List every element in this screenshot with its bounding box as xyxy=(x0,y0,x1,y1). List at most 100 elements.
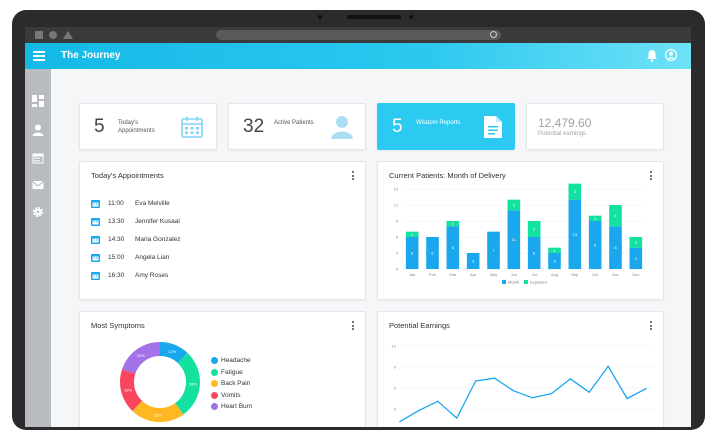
appointment-time: 14:30 xyxy=(108,236,125,243)
stat-card-appointments[interactable]: 5 Today's Appointments xyxy=(79,103,217,150)
bell-icon[interactable] xyxy=(646,49,658,62)
appointment-time: 11:00 xyxy=(108,200,124,207)
data-point xyxy=(399,420,401,423)
data-point xyxy=(474,380,477,382)
appointment-name: Amy Roses xyxy=(135,272,169,279)
panel-title: Today's Appointments xyxy=(91,171,164,180)
slice-label: 22% xyxy=(154,412,162,417)
appointments-panel: Today's Appointments 11:00 Eva Melville … xyxy=(79,161,366,300)
symptoms-panel: Most Symptoms 12% 28% 22% 18% 20% Headache Fa… xyxy=(79,311,366,427)
data-point xyxy=(493,377,496,379)
dashboard-icon[interactable] xyxy=(32,95,44,107)
delivery-month-panel: Current Patients: Month of Delivery 0 3 6 9… xyxy=(377,161,664,300)
user-account-icon[interactable] xyxy=(665,49,677,61)
earnings-panel: Potential Earnings 0 3 6 9 12 xyxy=(377,311,664,427)
y-tick-label: 9 xyxy=(394,365,397,370)
bar xyxy=(405,237,419,269)
legend-label: Expected xyxy=(530,280,547,285)
more-options-icon[interactable] xyxy=(650,171,653,182)
earnings-line xyxy=(399,365,647,423)
calendar-icon[interactable] xyxy=(32,152,44,164)
mail-icon[interactable] xyxy=(32,179,44,191)
bar xyxy=(588,215,602,221)
patient-user-icon[interactable] xyxy=(32,124,44,136)
stat-label: Wisdom Reports xyxy=(416,120,461,126)
earnings-label: Potential earnings xyxy=(538,131,587,137)
appointment-name: Eva Melville xyxy=(135,200,170,207)
stat-number: 5 xyxy=(392,116,403,137)
legend-dot xyxy=(211,380,218,387)
bar-value-label: 6 xyxy=(431,251,434,256)
slice-label: 28% xyxy=(189,382,197,387)
legend-label: Month xyxy=(508,280,519,285)
bar xyxy=(568,183,582,200)
bar xyxy=(548,247,561,253)
hamburger-menu-icon[interactable] xyxy=(33,51,45,61)
legend-dot xyxy=(211,368,218,376)
legend-swatch xyxy=(502,280,506,284)
bar-value-label: 3 xyxy=(472,259,475,264)
appointment-name: Jennifer Kusaal xyxy=(135,218,180,225)
address-bar[interactable] xyxy=(216,30,501,40)
more-options-icon[interactable] xyxy=(650,321,653,332)
bar-value-label: 3 xyxy=(533,227,536,232)
legend-dot xyxy=(211,403,218,410)
more-options-icon[interactable] xyxy=(352,321,355,332)
panel-title: Most Symptoms xyxy=(91,321,145,330)
bar xyxy=(446,226,460,269)
appointment-name: Maria Gonzalez xyxy=(135,236,181,243)
x-tick-label: Aug xyxy=(551,272,558,277)
bar xyxy=(487,231,500,269)
donut-slice xyxy=(120,342,200,422)
bar xyxy=(588,221,602,269)
x-tick-label: Feb xyxy=(429,272,437,277)
legend-label: Back Pain xyxy=(221,380,251,387)
calendar-icon xyxy=(91,218,100,226)
legend-label: Fatigue xyxy=(221,368,243,376)
bar-value-label: 4 xyxy=(614,213,617,218)
bar-value-label: 2 xyxy=(635,240,638,245)
bar-value-label: 6 xyxy=(533,251,536,256)
data-point xyxy=(456,417,458,419)
bar xyxy=(426,237,439,269)
bar-value-label: 7 xyxy=(492,248,495,253)
square-icon[interactable] xyxy=(35,31,43,39)
settings-gear-icon[interactable] xyxy=(32,206,44,218)
triangle-icon[interactable] xyxy=(63,31,73,39)
bar xyxy=(527,237,541,269)
y-tick-label: 3 xyxy=(396,251,399,256)
camera-icon xyxy=(318,15,322,19)
calendar-icon xyxy=(91,200,100,208)
app-title: The Journey xyxy=(61,50,121,61)
data-point xyxy=(550,392,553,395)
circle-icon[interactable] xyxy=(49,31,57,39)
legend-dot xyxy=(211,391,218,399)
donut-slice xyxy=(120,342,200,422)
x-tick-label: Apr xyxy=(470,272,477,277)
stat-card-potential-earnings[interactable]: 12,479.60 Potential earnings xyxy=(526,103,664,150)
calendar-icon xyxy=(91,236,100,244)
more-options-icon[interactable] xyxy=(352,171,355,182)
document-icon xyxy=(484,116,502,138)
stat-card-active-patients[interactable]: 32 Active Patients xyxy=(228,103,366,150)
data-point xyxy=(418,409,420,412)
bar xyxy=(446,221,460,227)
stat-number: 5 xyxy=(94,116,105,137)
browser-toolbar xyxy=(25,27,691,43)
sidebar xyxy=(25,69,51,427)
bar xyxy=(527,221,541,237)
stat-label: Active Patients xyxy=(274,120,314,126)
stat-card-wisdom-reports[interactable]: 5 Wisdom Reports xyxy=(377,103,515,150)
bar-value-label: 4 xyxy=(635,256,638,261)
bar-value-label: 1 xyxy=(594,216,597,221)
calendar-icon xyxy=(91,254,100,262)
search-icon[interactable] xyxy=(490,31,497,38)
y-tick-label: 6 xyxy=(394,386,397,391)
stat-number: 32 xyxy=(243,116,265,137)
earnings-value: 12,479.60 xyxy=(538,116,592,130)
speaker-slot xyxy=(347,15,401,19)
calendar-icon xyxy=(91,272,100,280)
appointment-time: 13:30 xyxy=(108,218,125,225)
data-point xyxy=(512,390,515,392)
bar xyxy=(548,253,561,269)
